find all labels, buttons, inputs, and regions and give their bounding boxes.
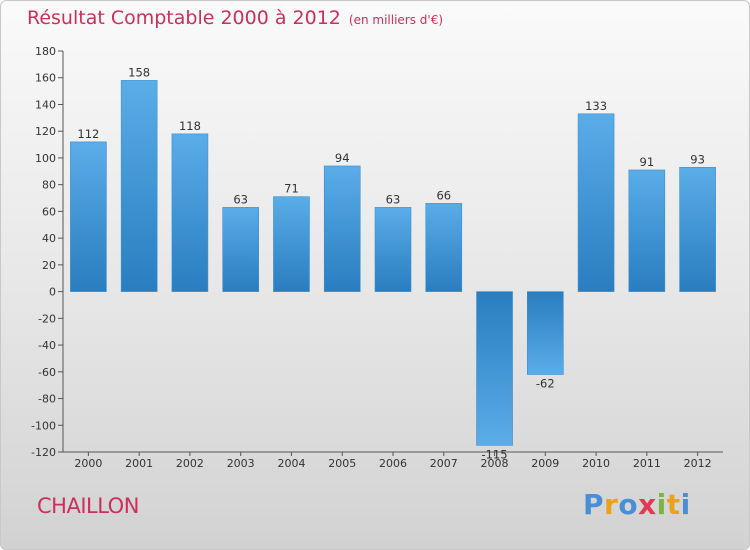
- y-tick-label: 120: [35, 125, 56, 138]
- data-label: 91: [640, 155, 655, 169]
- y-tick-label: 180: [35, 45, 56, 58]
- bar: [577, 113, 615, 292]
- chart-subtitle: (en milliers d'€): [348, 13, 444, 27]
- logo-letter: r: [604, 488, 619, 521]
- bar: [628, 169, 666, 292]
- y-tick-label: -80: [38, 393, 56, 406]
- data-label: 71: [284, 182, 299, 196]
- data-label: 93: [690, 152, 705, 166]
- y-tick-label: 20: [42, 259, 56, 272]
- x-tick-label: 2001: [125, 457, 153, 470]
- y-tick-label: 80: [42, 179, 56, 192]
- bar: [323, 165, 361, 292]
- x-tick-label: 2012: [684, 457, 712, 470]
- data-label: 66: [436, 188, 451, 202]
- bar: [476, 291, 513, 446]
- bar: [222, 207, 259, 292]
- data-label: 94: [335, 151, 350, 165]
- x-tick-label: 2002: [176, 457, 204, 470]
- x-tick-label: 2009: [531, 457, 559, 470]
- bar: [374, 207, 412, 292]
- x-tick-label: 2005: [328, 457, 356, 470]
- x-tick-label: 2008: [481, 457, 509, 470]
- logo-letter: o: [618, 488, 639, 521]
- bar: [120, 80, 158, 292]
- logo-letter: i: [656, 488, 667, 521]
- data-label: 118: [179, 119, 201, 133]
- bar: [70, 141, 107, 292]
- y-tick-label: -60: [38, 366, 56, 379]
- bar: [679, 166, 716, 292]
- logo-letter: i: [680, 488, 691, 521]
- bar: [273, 196, 310, 292]
- commune-name: CHAILLON: [37, 494, 139, 518]
- x-tick-label: 2007: [430, 457, 458, 470]
- x-tick-label: 2011: [633, 457, 661, 470]
- logo-letter: P: [583, 488, 605, 521]
- y-tick-label: 100: [35, 152, 56, 165]
- data-label: -62: [536, 376, 555, 390]
- chart-title: Résultat Comptable 2000 à 2012 (en millie…: [27, 7, 443, 29]
- x-tick-label: 2010: [582, 457, 610, 470]
- bar: [425, 203, 463, 292]
- data-label: 63: [386, 192, 401, 206]
- data-label: 158: [128, 65, 150, 79]
- logo-letter: x: [638, 488, 657, 521]
- x-tick-label: 2000: [74, 457, 102, 470]
- title-text: Résultat Comptable 2000 à 2012: [27, 7, 341, 29]
- x-tick-label: 2006: [379, 457, 407, 470]
- data-label: 63: [233, 192, 248, 206]
- bar: [527, 291, 564, 375]
- x-tick-label: 2003: [227, 457, 255, 470]
- y-tick-label: 40: [42, 232, 56, 245]
- y-tick-label: -40: [38, 339, 56, 352]
- y-tick-label: 0: [49, 286, 56, 299]
- data-label: 112: [77, 127, 99, 141]
- y-tick-label: 160: [35, 72, 56, 85]
- proxiti-logo[interactable]: Proxiti: [583, 488, 691, 521]
- logo-letter: t: [666, 488, 681, 521]
- x-tick-label: 2004: [277, 457, 305, 470]
- y-tick-label: -120: [31, 446, 56, 459]
- y-tick-label: -20: [38, 312, 56, 325]
- y-tick-label: -100: [31, 419, 56, 432]
- y-tick-label: 140: [35, 98, 56, 111]
- y-tick-label: 60: [42, 205, 56, 218]
- bar: [171, 133, 209, 292]
- data-label: 133: [585, 99, 607, 113]
